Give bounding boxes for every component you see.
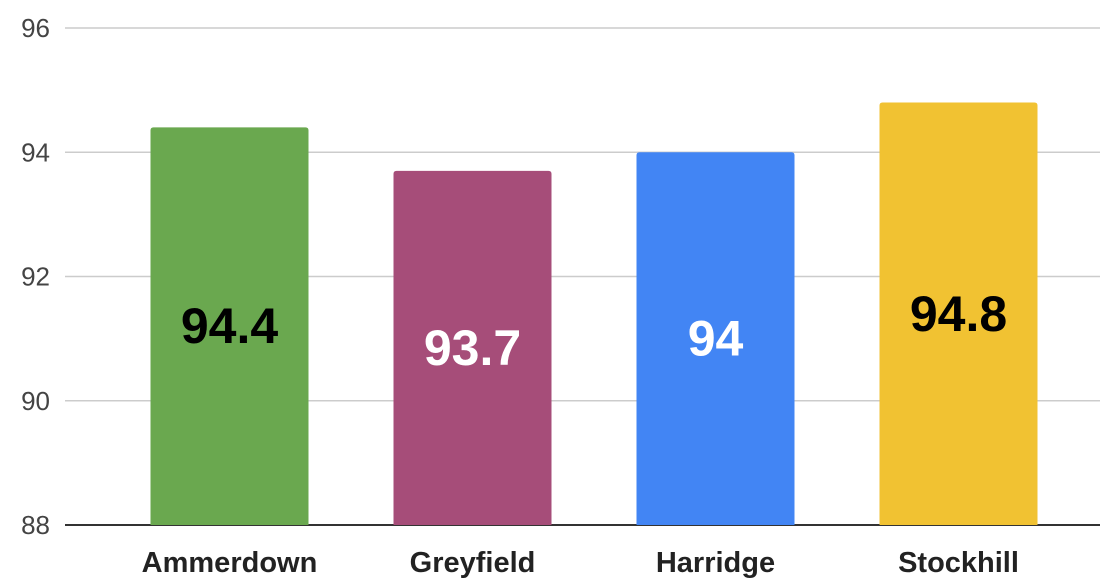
- y-tick-label: 88: [21, 510, 50, 540]
- data-label-greyfield: 93.7: [424, 320, 521, 376]
- data-label-stockhill: 94.8: [910, 286, 1007, 342]
- y-tick-label: 90: [21, 386, 50, 416]
- y-tick-label: 96: [21, 13, 50, 43]
- category-label-stockhill: Stockhill: [898, 547, 1019, 579]
- data-labels: 94.4 93.7 94 94.8: [181, 286, 1007, 376]
- x-axis-category-labels: Ammerdown Greyfield Harridge Stockhill: [142, 547, 1019, 579]
- bars: [150, 102, 1038, 526]
- y-axis-tick-labels: 88 90 92 94 96: [21, 13, 50, 540]
- y-tick-label: 94: [21, 137, 50, 167]
- category-label-greyfield: Greyfield: [410, 547, 536, 579]
- bar-harridge: [636, 152, 795, 525]
- data-label-ammerdown: 94.4: [181, 298, 279, 354]
- category-label-ammerdown: Ammerdown: [142, 547, 318, 579]
- category-label-harridge: Harridge: [656, 547, 775, 579]
- y-tick-label: 92: [21, 262, 50, 292]
- bar-greyfield: [393, 170, 552, 525]
- bar-ammerdown: [150, 127, 309, 526]
- data-label-harridge: 94: [688, 311, 744, 367]
- bar-stockhill: [879, 102, 1038, 526]
